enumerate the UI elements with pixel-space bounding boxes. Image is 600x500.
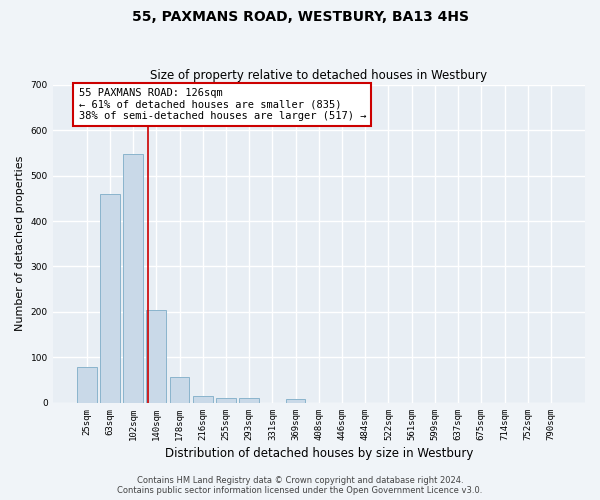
Bar — [77, 368, 97, 403]
Title: Size of property relative to detached houses in Westbury: Size of property relative to detached ho… — [150, 69, 487, 82]
Bar — [239, 398, 259, 403]
X-axis label: Distribution of detached houses by size in Westbury: Distribution of detached houses by size … — [164, 447, 473, 460]
Y-axis label: Number of detached properties: Number of detached properties — [15, 156, 25, 332]
Bar — [193, 396, 212, 403]
Bar — [100, 194, 120, 403]
Bar — [286, 400, 305, 403]
Bar — [123, 154, 143, 403]
Bar — [170, 376, 190, 403]
Bar — [216, 398, 236, 403]
Bar — [146, 310, 166, 403]
Text: Contains HM Land Registry data © Crown copyright and database right 2024.
Contai: Contains HM Land Registry data © Crown c… — [118, 476, 482, 495]
Text: 55, PAXMANS ROAD, WESTBURY, BA13 4HS: 55, PAXMANS ROAD, WESTBURY, BA13 4HS — [131, 10, 469, 24]
Text: 55 PAXMANS ROAD: 126sqm
← 61% of detached houses are smaller (835)
38% of semi-d: 55 PAXMANS ROAD: 126sqm ← 61% of detache… — [79, 88, 366, 121]
